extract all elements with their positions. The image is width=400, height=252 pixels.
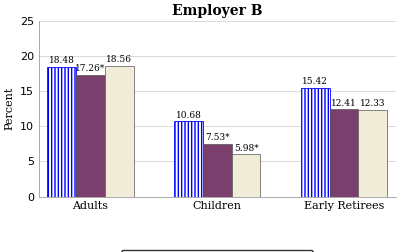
Text: 12.41: 12.41 bbox=[331, 99, 357, 108]
Bar bbox=[358, 110, 387, 197]
Text: 18.56: 18.56 bbox=[106, 55, 132, 64]
Text: 7.53*: 7.53* bbox=[205, 133, 230, 142]
Text: 15.42: 15.42 bbox=[302, 77, 328, 86]
Bar bbox=[47, 67, 76, 197]
Text: 18.48: 18.48 bbox=[49, 56, 75, 65]
Text: 17.26*: 17.26* bbox=[76, 65, 106, 73]
Legend: Indemnity, HMO, Switched: Indemnity, HMO, Switched bbox=[121, 250, 313, 252]
Text: 10.68: 10.68 bbox=[176, 111, 202, 120]
Bar bbox=[330, 109, 358, 197]
Bar bbox=[174, 121, 203, 197]
Bar bbox=[232, 154, 260, 197]
Bar bbox=[301, 88, 330, 197]
Title: Employer B: Employer B bbox=[172, 4, 262, 18]
Text: 12.33: 12.33 bbox=[360, 99, 386, 108]
Bar bbox=[76, 75, 105, 197]
Bar bbox=[105, 66, 134, 197]
Text: 5.98*: 5.98* bbox=[234, 144, 258, 153]
Bar bbox=[203, 144, 232, 197]
Y-axis label: Percent: Percent bbox=[4, 87, 14, 130]
